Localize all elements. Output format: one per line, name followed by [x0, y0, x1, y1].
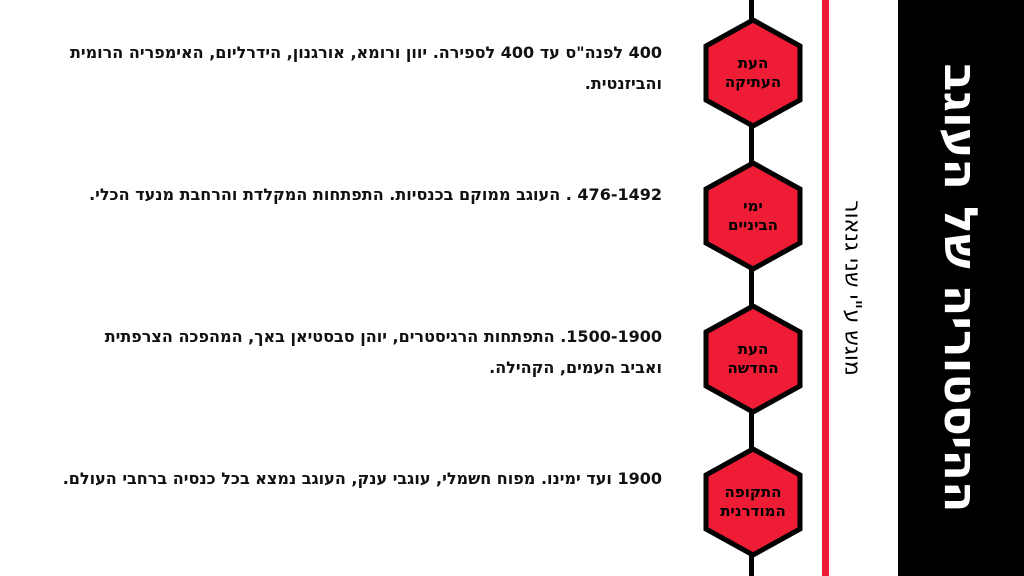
presenter-credit: מוגש ע"י שני גנאור: [839, 200, 865, 376]
hexagon-label-line2: הביניים: [728, 216, 778, 234]
hexagon-shape: [703, 17, 803, 129]
era-description-contemporary: 1900 ועד ימינו. מפוח חשמלי, עוגבי ענק, ה…: [62, 469, 662, 488]
hexagon-label: העת החדשה: [703, 303, 803, 415]
era-description-ancient: 400 לפנה"ס עד 400 לספירה. יוון ורומא, או…: [69, 43, 662, 93]
hexagon-shape: [703, 160, 803, 272]
hexagon-label: התקופה המודרנית: [703, 446, 803, 558]
hexagon-era-middle-ages: ימי הביניים: [703, 160, 803, 272]
hexagon-label-line2: המודרנית: [720, 502, 786, 520]
hexagon-shape: [703, 303, 803, 415]
timeline-line: [749, 0, 754, 576]
hexagon-label: ימי הביניים: [703, 160, 803, 272]
slide-title: ההיסטוריה של העוגב: [934, 63, 988, 513]
hexagon-era-ancient: העת העתיקה: [703, 17, 803, 129]
hexagon-label-line1: התקופה: [724, 483, 782, 501]
hexagon-label-line1: העת: [737, 340, 769, 358]
era-description-modern: 1500-1900. התפתחות הרגיסטרים, יוהן סבסטי…: [104, 327, 662, 377]
title-band: ההיסטוריה של העוגב: [898, 0, 1024, 576]
hexagon-shape: [703, 446, 803, 558]
era-description-middle-ages: 476-1492 . העוגב ממוקם בכנסיות. התפתחות …: [89, 185, 662, 204]
hexagon-label-line2: העתיקה: [724, 73, 782, 91]
hexagon-label-line1: ימי: [743, 197, 763, 215]
hexagon-era-modern: העת החדשה: [703, 303, 803, 415]
hexagon-label-line1: העת: [737, 54, 769, 72]
accent-line: [822, 0, 829, 576]
hexagon-era-contemporary: התקופה המודרנית: [703, 446, 803, 558]
hexagon-label-line2: החדשה: [727, 359, 779, 377]
hexagon-label: העת העתיקה: [703, 17, 803, 129]
